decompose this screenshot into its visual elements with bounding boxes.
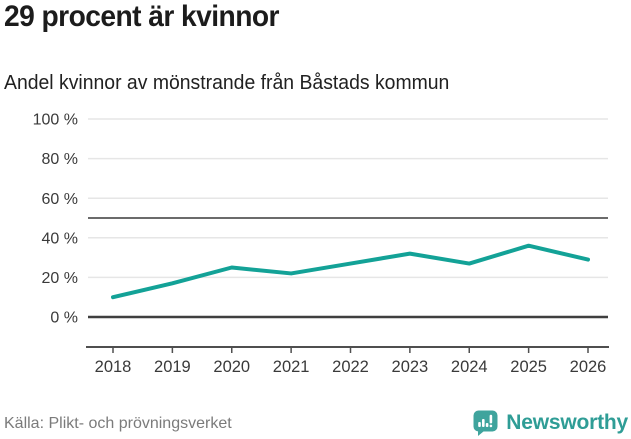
newsworthy-logo-icon — [473, 410, 498, 436]
trend-line — [111, 243, 590, 300]
x-tick-label: 2026 — [570, 358, 607, 376]
y-tick-label: 80 % — [42, 151, 78, 168]
x-tick-label: 2020 — [213, 358, 250, 376]
page-title: 29 procent är kvinnor — [4, 0, 280, 33]
chart-subtitle: Andel kvinnor av mönstrande från Båstads… — [4, 72, 450, 94]
x-tick-label: 2023 — [392, 358, 429, 376]
y-tick-label: 100 % — [33, 112, 78, 129]
x-tick-label: 2024 — [451, 358, 488, 376]
line-chart: 0 % 20 % 40 % 60 % 80 % 100 % 2018 2019 2020 2021… — [33, 112, 609, 376]
y-tick-label: 20 % — [42, 270, 78, 287]
y-tick-label: 40 % — [42, 230, 78, 247]
y-tick-label: 0 % — [50, 310, 78, 327]
source-note: Källa: Plikt- och prövningsverket — [4, 415, 232, 432]
brand-name: Newsworthy — [506, 410, 628, 434]
x-tick-label: 2025 — [510, 358, 547, 376]
x-tick-label: 2019 — [154, 358, 191, 376]
x-tick-label: 2018 — [95, 358, 132, 376]
x-tick-label: 2021 — [273, 358, 310, 376]
x-tick-label: 2022 — [332, 358, 369, 376]
newsworthy-brand[interactable]: Newsworthy — [472, 409, 628, 436]
y-tick-label: 60 % — [42, 191, 78, 208]
